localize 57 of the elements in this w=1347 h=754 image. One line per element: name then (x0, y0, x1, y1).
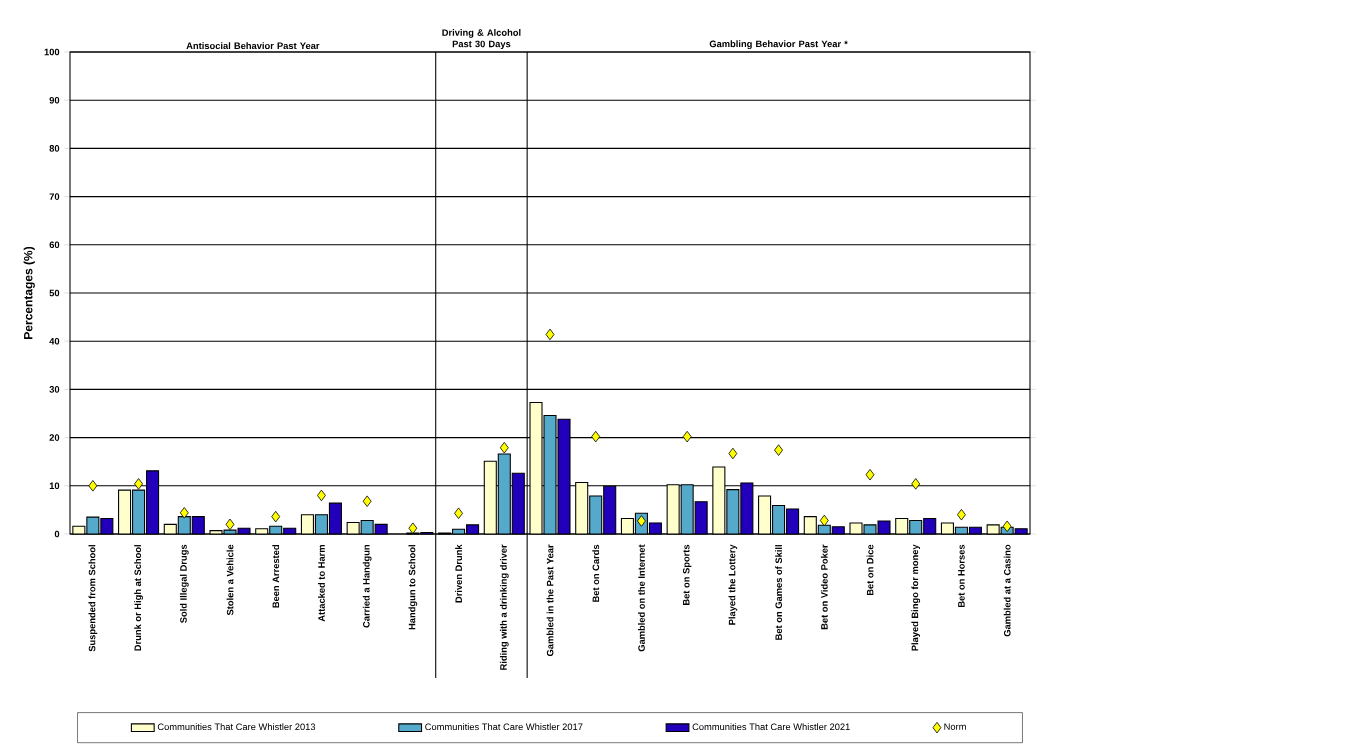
x-tick-label: Carried a Handgun (362, 544, 372, 628)
y-tick-label: 10 (49, 482, 60, 490)
point (88, 480, 98, 492)
x-tick-label: Bet on Horses (958, 544, 965, 608)
point (911, 478, 921, 490)
point (682, 430, 692, 443)
y-tick-label: 60 (49, 241, 60, 249)
x-tick-label: Sold Illegal Drugs (179, 544, 189, 623)
x-tick-label: Handgun to School (408, 545, 418, 630)
x-tick-label: Played Bingo for money (911, 544, 921, 651)
y-tick-label: 80 (49, 145, 60, 152)
y-tick-label: 20 (49, 434, 60, 441)
x-tick-label: Been Arrested (272, 545, 280, 608)
legend-label: Communities That Care Whistler 2021 (692, 723, 850, 731)
x-tick-label: Attacked to Harm (318, 545, 325, 622)
x-tick-label: Suspended from School (88, 545, 98, 652)
y-axis-title: Percentages (%) (23, 246, 35, 339)
y-tick-label: 100 (44, 48, 60, 56)
y-tick-label: 0 (54, 530, 60, 538)
point (362, 495, 372, 507)
point (225, 518, 235, 531)
legend-label: Norm (944, 723, 966, 730)
x-tick-label: Driven Drunk (455, 544, 462, 603)
legend-label: Communities That Care Whistler 2013 (157, 723, 316, 731)
point (408, 522, 418, 534)
point (499, 441, 509, 454)
x-tick-label: Stolen a Vehicle (226, 544, 234, 616)
point (819, 514, 829, 527)
point (179, 507, 189, 519)
text: Gambling Behavior Past Year * (709, 40, 848, 50)
x-tick-label: Bet on Dice (866, 544, 874, 596)
x-tick-label: Riding with a drinking driver (499, 544, 509, 670)
y-tick-label: 70 (49, 193, 60, 200)
point (865, 468, 875, 481)
x-tick-label: Gambled on the Internet (638, 544, 645, 652)
point (774, 444, 783, 456)
x-tick-label: Bet on Games of Skill (775, 545, 782, 640)
y-tick-label: 30 (49, 386, 60, 393)
x-tick-label: Bet on Video Poker (820, 544, 828, 630)
text: Driving & Alcohol Past 30 Days (442, 29, 521, 50)
y-tick-label: 50 (49, 289, 60, 297)
x-tick-label: Drunk or High at School (134, 545, 143, 651)
point (134, 478, 143, 490)
point (728, 447, 738, 460)
text: Antisocial Behavior Past Year (186, 42, 320, 50)
y-tick-label: 40 (49, 337, 60, 345)
y-tick-label: 90 (49, 96, 60, 104)
x-tick-label: Bet on Sports (682, 544, 692, 605)
point (271, 510, 281, 523)
point (591, 430, 601, 443)
x-tick-label: Played the Lottery (728, 544, 738, 625)
x-tick-label: Gambled in the Past Year (546, 544, 554, 657)
legend-label: Communities That Care Whistler 2017 (425, 723, 583, 731)
x-tick-label: Bet on Cards (592, 544, 600, 602)
point (545, 328, 555, 341)
x-tick-label: Gambled at a Casino (1003, 544, 1011, 637)
point (1002, 520, 1012, 533)
